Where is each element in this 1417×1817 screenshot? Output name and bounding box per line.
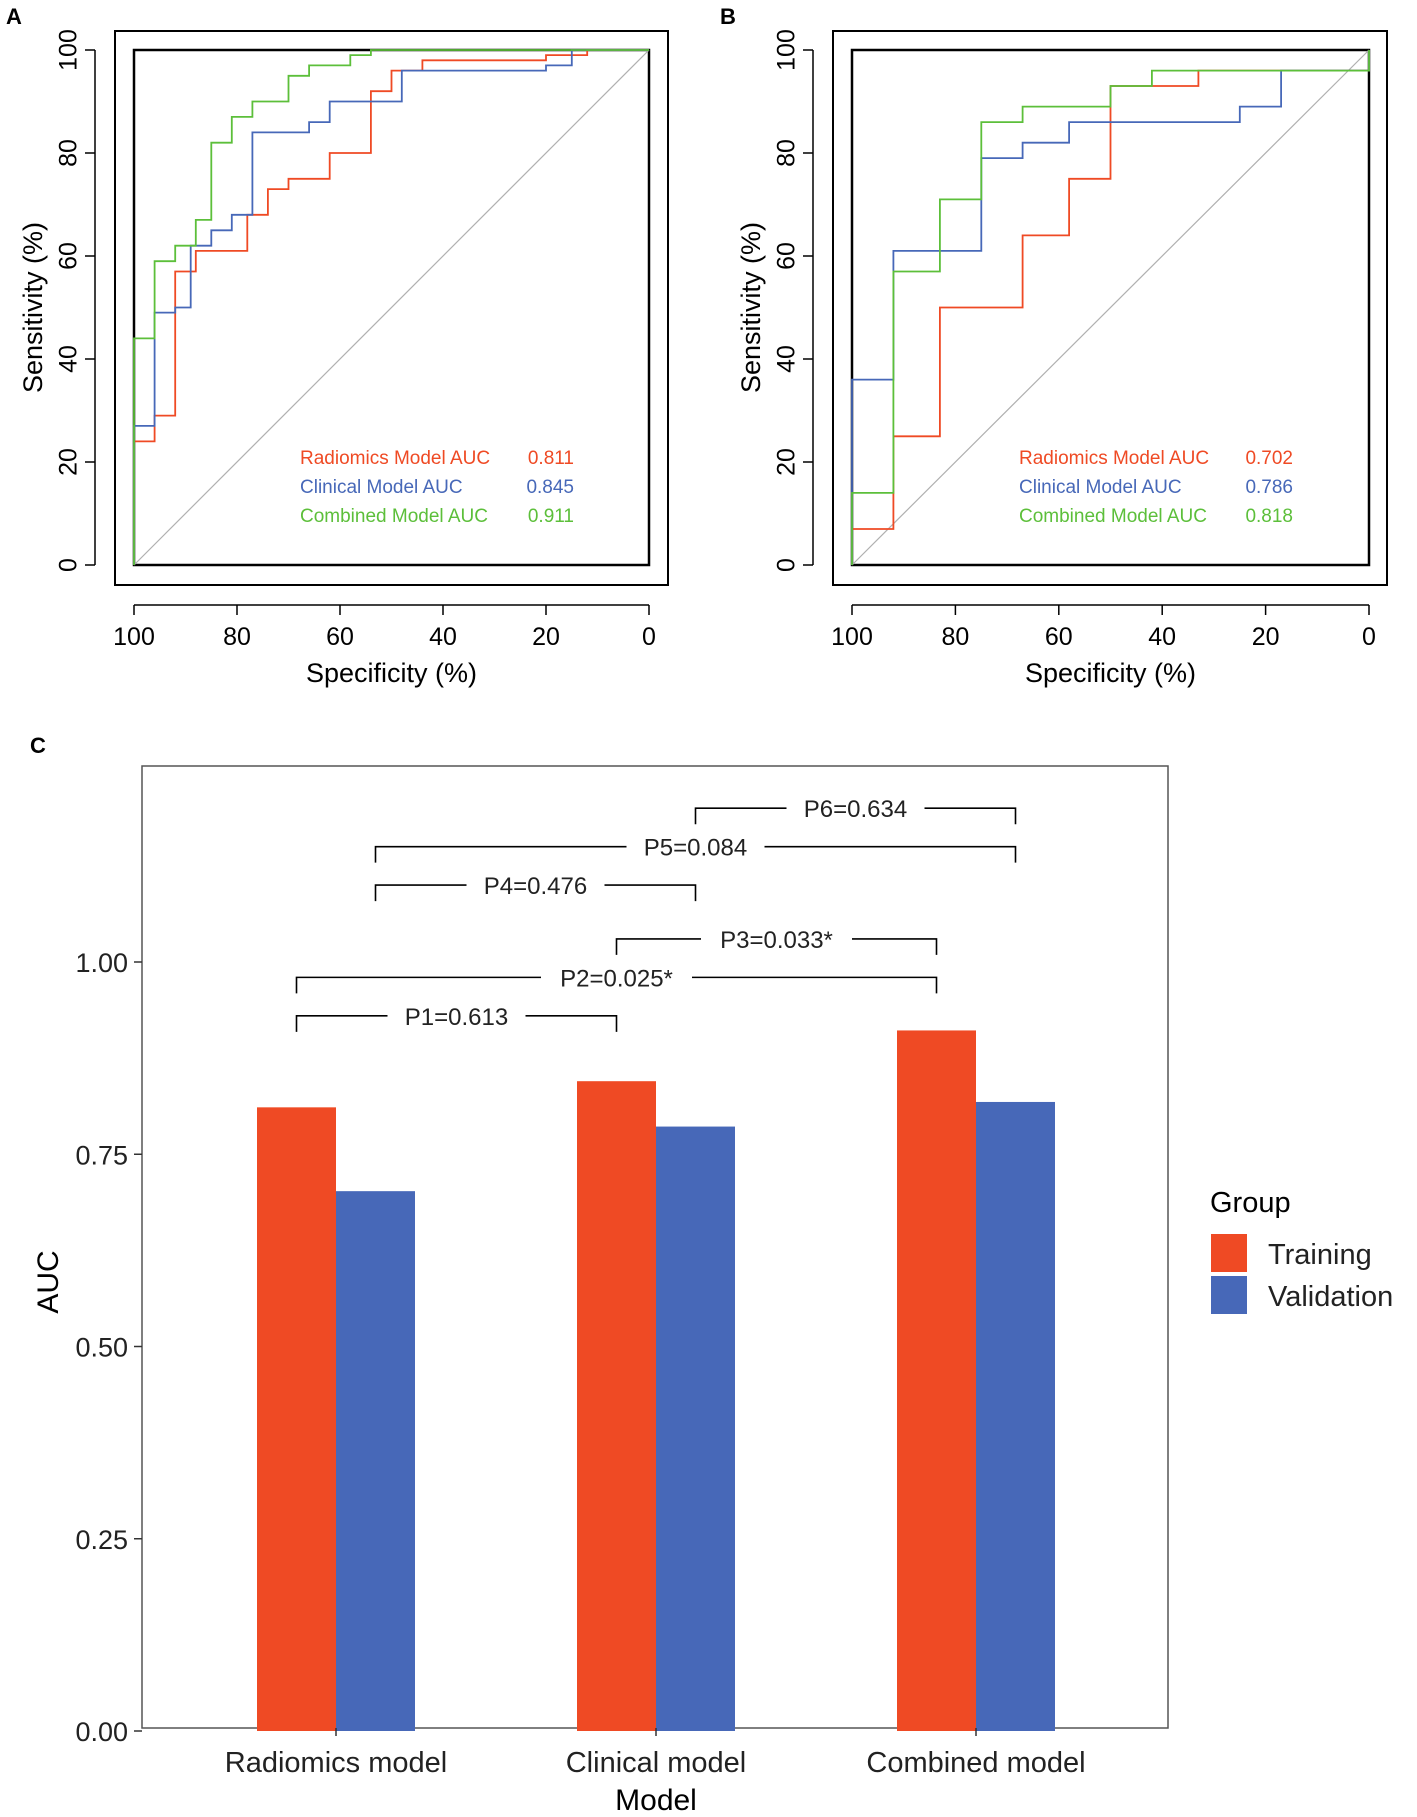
legend-swatch-training [1211,1234,1247,1272]
legend-label: Validation [1268,1281,1393,1313]
bracket-label-bg [466,871,605,900]
x-tick-label: Clinical model [566,1747,747,1779]
legend-label: Radiomics Model AUC [300,448,490,469]
legend-auc: 0.818 [1245,506,1293,527]
x-axis-title: Model [615,1784,697,1817]
y-tick-label: 100 [773,29,801,71]
x-tick-label: Combined model [866,1747,1085,1779]
panel-c-label: C [30,733,46,758]
bar-training [257,1107,336,1731]
panel-b-label: B [720,4,736,29]
x-axis-title: Specificity (%) [1025,658,1196,688]
legend-auc: 0.811 [528,448,574,469]
legend-auc: 0.702 [1245,448,1293,469]
roc-square [850,48,1371,567]
bar-training [577,1081,656,1731]
y-tick-label: 100 [55,29,83,71]
legend-label: Combined Model AUC [300,506,488,527]
bracket-label-bg [541,963,692,992]
x-tick-label: 80 [941,623,969,651]
legend-label: Training [1268,1239,1372,1271]
y-axis-title: Sensitivity (%) [18,222,48,393]
plot-frame [114,30,669,586]
bracket-label-bg [626,832,765,861]
p-value-label: P1=0.613 [405,1004,508,1031]
bracket-label-bg [786,794,925,823]
p-value-label: P2=0.025* [560,965,673,992]
x-tick-label: 100 [113,623,155,651]
roc-curve-radiomics [133,49,649,565]
roc-curve-combined [851,50,1370,565]
bracket-label-bg [387,1001,526,1030]
legend-label: Combined Model AUC [1019,506,1207,527]
chance-diagonal [133,49,650,566]
legend-label: Clinical Model AUC [300,477,463,498]
chance-diagonal [851,49,1370,566]
y-axis-title: Sensitivity (%) [736,222,766,393]
y-tick-label: 40 [55,345,83,373]
x-tick-label: 80 [223,623,251,651]
p-value-label: P3=0.033* [720,927,833,954]
panel-a-roc: 100 80 60 40 20 0 Specificity (%) 0 20 40 60 80 100 S… [18,29,669,688]
p-value-label: P4=0.476 [484,873,587,900]
legend-auc: 0.786 [1245,477,1293,498]
bar-training [897,1030,976,1731]
legend-title: Group [1210,1187,1291,1219]
x-tick-label: 20 [1252,623,1280,651]
panel-c-bar-chart: 0.00 0.25 0.50 0.75 1.00 AUC Radiomics model Cl… [32,765,1393,1817]
y-tick-label: 20 [55,448,83,476]
legend-label: Clinical Model AUC [1019,477,1182,498]
y-tick-label: 60 [55,242,83,270]
p-value-label: P6=0.634 [804,796,907,823]
y-tick-label: 1.00 [75,948,128,978]
x-tick-label: 20 [532,623,560,651]
x-tick-label: 60 [326,623,354,651]
legend-auc: 0.845 [526,477,574,498]
p-value-label: P5=0.084 [644,835,747,862]
legend-swatch-validation [1211,1276,1247,1314]
roc-curve-clinical [133,49,649,565]
roc-curve-combined [133,49,649,565]
y-tick-label: 60 [773,242,801,270]
x-tick-label: 0 [1362,623,1376,651]
y-axis-title: AUC [32,1250,65,1313]
panel-a-label: A [6,4,22,29]
plot-frame [832,30,1388,586]
y-tick-label: 0.25 [75,1525,128,1555]
legend-auc: 0.911 [528,506,574,527]
x-tick-label: 0 [642,623,656,651]
bar-validation [336,1191,415,1731]
x-tick-label: 100 [831,623,873,651]
x-axis-title: Specificity (%) [306,658,477,688]
x-tick-label: 40 [429,623,457,651]
bar-validation [976,1101,1055,1731]
y-tick-label: 0.75 [75,1140,128,1170]
y-tick-label: 0 [773,558,801,572]
x-tick-label: 40 [1148,623,1176,651]
y-tick-label: 0.00 [75,1717,128,1747]
panel-b-roc: 100 80 60 40 20 0 Specificity (%) 0 20 40 60 80 100 S… [736,29,1388,688]
bracket-label-bg [701,924,852,953]
y-tick-label: 80 [55,139,83,167]
y-tick-label: 40 [773,345,801,373]
x-tick-label: 60 [1045,623,1073,651]
x-tick-label: Radiomics model [225,1747,447,1779]
y-tick-label: 20 [773,448,801,476]
bar-validation [656,1126,735,1731]
y-tick-label: 0.50 [75,1333,128,1363]
legend-label: Radiomics Model AUC [1019,448,1209,469]
y-tick-label: 80 [773,139,801,167]
y-tick-label: 0 [55,558,83,572]
